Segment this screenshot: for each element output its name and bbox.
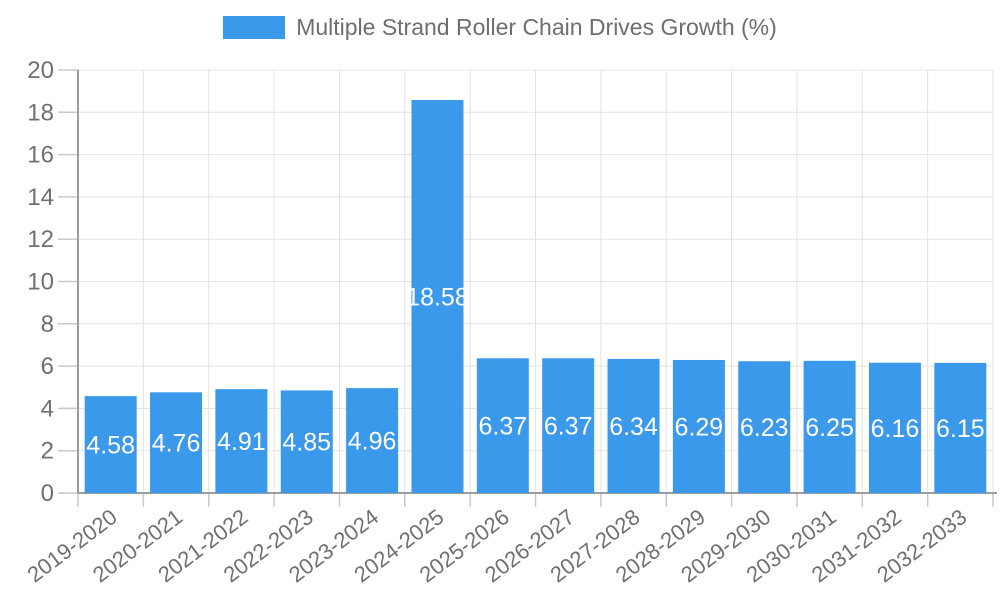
bar-value-label: 18.58: [406, 284, 469, 312]
bar-2024-2025[interactable]: [411, 100, 464, 494]
y-axis-tick-label: 0: [41, 480, 54, 507]
bar-2022-2023[interactable]: [280, 390, 333, 493]
y-axis-tick-label: 20: [27, 57, 54, 84]
bar-value-label: 6.23: [740, 414, 789, 442]
y-axis-tick-label: 4: [41, 395, 54, 422]
bar-2030-2031[interactable]: [803, 360, 856, 493]
legend-label: Multiple Strand Roller Chain Drives Grow…: [296, 14, 777, 40]
bar-value-label: 6.25: [805, 414, 854, 442]
y-axis-tick-label: 2: [41, 438, 54, 465]
y-axis-tick-label: 6: [41, 353, 54, 380]
y-axis-tick-label: 14: [27, 184, 54, 211]
y-axis-tick-label: 10: [27, 269, 54, 296]
bar-2021-2022[interactable]: [215, 389, 268, 493]
bar-2020-2021[interactable]: [150, 392, 203, 493]
bar-value-label: 6.37: [544, 413, 593, 441]
bar-2023-2024[interactable]: [346, 388, 399, 493]
bar-2031-2032[interactable]: [868, 362, 921, 493]
y-axis-tick-label: 12: [27, 226, 54, 253]
bar-value-label: 4.76: [152, 430, 201, 458]
bar-value-label: 4.85: [282, 429, 331, 457]
bar-value-label: 4.58: [86, 432, 135, 460]
bar-value-label: 4.91: [217, 428, 266, 456]
bar-value-label: 6.15: [936, 415, 985, 443]
bar-2026-2027[interactable]: [542, 358, 595, 493]
bar-value-label: 6.16: [871, 415, 920, 443]
y-axis-tick-label: 18: [27, 99, 54, 126]
bar-value-label: 6.37: [478, 413, 527, 441]
bar-2029-2030[interactable]: [738, 361, 791, 493]
bar-value-label: 4.96: [348, 428, 397, 456]
legend-swatch: [223, 16, 286, 40]
bar-2032-2033[interactable]: [934, 362, 987, 493]
bar-2027-2028[interactable]: [607, 358, 660, 493]
bar-2025-2026[interactable]: [476, 358, 529, 493]
bar-2019-2020[interactable]: [84, 396, 137, 493]
legend[interactable]: Multiple Strand Roller Chain Drives Grow…: [0, 14, 1000, 42]
bar-value-label: 6.34: [609, 413, 658, 441]
bar-value-label: 6.29: [675, 413, 724, 441]
bar-2028-2029[interactable]: [672, 359, 725, 493]
y-axis-tick-label: 16: [27, 142, 54, 169]
y-axis-tick-label: 8: [41, 311, 54, 338]
